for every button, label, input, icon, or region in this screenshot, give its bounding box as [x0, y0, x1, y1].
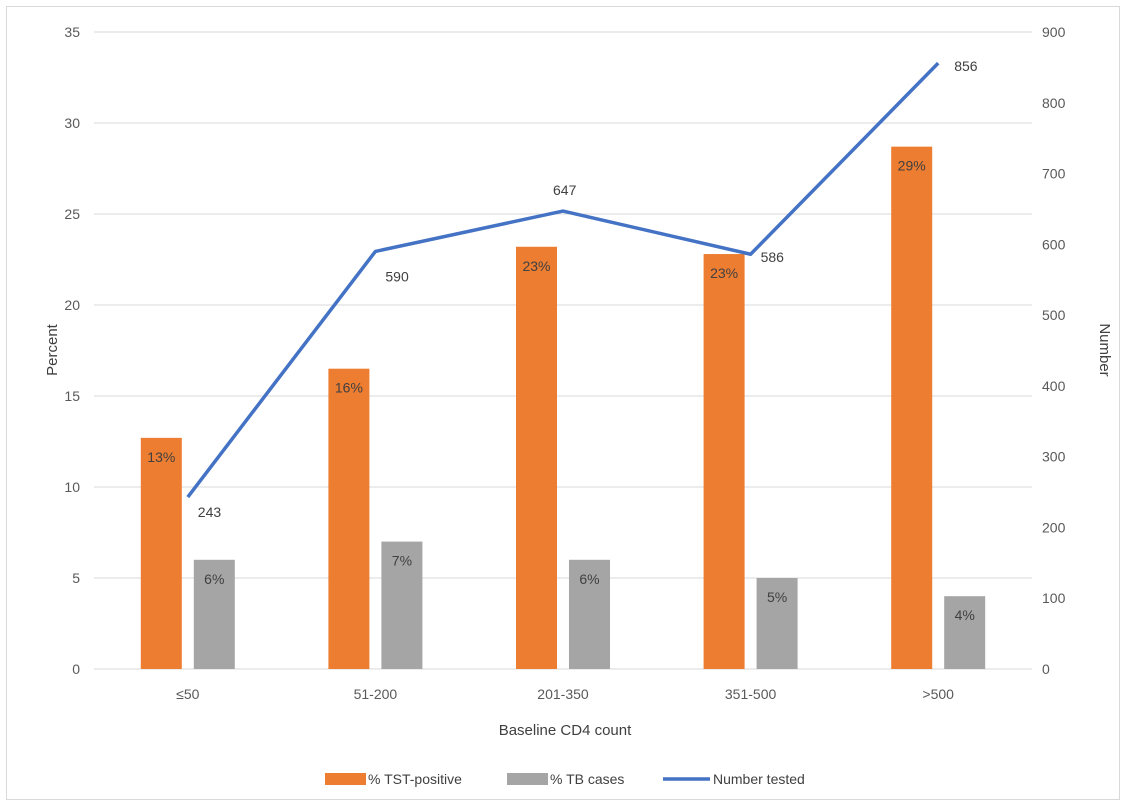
- legend: % TST-positive % TB cases Number tested: [325, 771, 805, 787]
- y2-tick-label: 500: [1042, 307, 1066, 323]
- tb-cases-data-label: 6%: [579, 571, 599, 587]
- y2-tick-label: 0: [1042, 661, 1050, 677]
- tb-cases-bar: [756, 578, 798, 669]
- tst-positive-bar: [140, 437, 182, 669]
- y2-tick-label: 900: [1042, 24, 1066, 40]
- tb-cases-bar: [569, 559, 610, 669]
- number-tested-data-label: 647: [553, 182, 577, 198]
- tb-cases-data-label: 6%: [204, 571, 224, 587]
- category-label: >500: [922, 686, 954, 702]
- legend-tb-cases-swatch: [507, 773, 548, 785]
- y2-tick-label: 200: [1042, 519, 1066, 535]
- y-tick-label: 35: [64, 24, 80, 40]
- gridlines: [94, 31, 1032, 670]
- y-tick-label: 15: [64, 388, 80, 404]
- y2-tick-label: 600: [1042, 236, 1066, 252]
- tb-cases-bar: [381, 541, 423, 669]
- tst-positive-bar: [516, 246, 557, 669]
- legend-tst-positive-label: % TST-positive: [368, 771, 462, 787]
- y2-tick-label: 400: [1042, 378, 1066, 394]
- number-tested-data-label: 586: [761, 249, 785, 265]
- tb-cases-bar: [944, 596, 986, 669]
- y2-tick-label: 700: [1042, 166, 1066, 182]
- number-tested-data-label: 243: [198, 504, 222, 520]
- legend-tb-cases-label: % TB cases: [550, 771, 624, 787]
- y-tick-label: 25: [64, 206, 80, 222]
- y2-tick-label: 100: [1042, 590, 1066, 606]
- tst-positive-data-label: 13%: [147, 449, 175, 465]
- tst-positive-bar: [703, 254, 745, 670]
- y-tick-label: 30: [64, 115, 80, 131]
- right-axis-ticks: 0 100 200 300 400 500 600 700 800 900: [1042, 24, 1066, 677]
- tb-cases-data-label: 7%: [392, 553, 412, 569]
- category-label: ≤50: [176, 686, 199, 702]
- bar-series: 13% 16% 23% 23% 29% 6% 7% 6% 5% 4%: [140, 146, 986, 670]
- tst-positive-data-label: 16%: [335, 380, 363, 396]
- number-tested-data-label: 856: [954, 58, 978, 74]
- y-tick-label: 20: [64, 297, 80, 313]
- legend-number-tested-label: Number tested: [713, 771, 805, 787]
- category-label: 351-500: [725, 686, 777, 702]
- tst-positive-data-label: 23%: [522, 258, 550, 274]
- y2-tick-label: 800: [1042, 95, 1066, 111]
- tst-positive-bar: [891, 146, 933, 669]
- tb-cases-data-label: 5%: [767, 589, 787, 605]
- legend-tst-positive-swatch: [325, 773, 366, 785]
- category-label: 51-200: [354, 686, 398, 702]
- category-axis-labels: ≤50 51-200 201-350 351-500 >500: [176, 686, 954, 702]
- tst-positive-data-label: 29%: [898, 158, 926, 174]
- tst-positive-bar: [328, 368, 370, 669]
- tst-positive-data-label: 23%: [710, 265, 738, 281]
- number-tested-line: [186, 61, 940, 499]
- chart-frame: [6, 6, 1120, 800]
- x-axis-title: Baseline CD4 count: [499, 722, 632, 739]
- y2-axis-title: Number: [1096, 323, 1113, 376]
- y-tick-label: 0: [72, 661, 80, 677]
- line-series: 243 590 647 586 856: [186, 58, 978, 520]
- y-tick-label: 10: [64, 479, 80, 495]
- y-axis-title: Percent: [44, 323, 61, 376]
- category-label: 201-350: [537, 686, 589, 702]
- y-tick-label: 5: [72, 570, 80, 586]
- tb-cases-bar: [193, 559, 235, 669]
- left-axis-ticks: 0 5 10 15 20 25 30 35: [64, 24, 80, 677]
- tb-cases-data-label: 4%: [955, 607, 975, 623]
- y2-tick-label: 300: [1042, 449, 1066, 465]
- number-tested-data-label: 590: [385, 268, 409, 284]
